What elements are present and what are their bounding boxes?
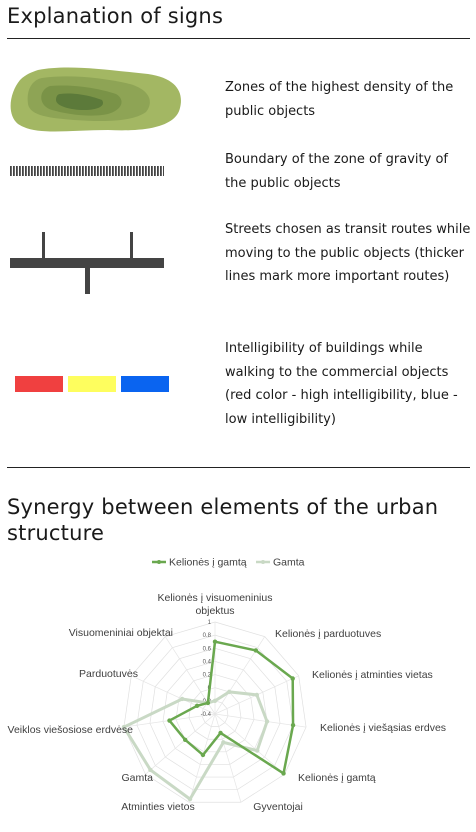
data-point bbox=[221, 740, 226, 745]
category-label: objektus bbox=[195, 605, 234, 617]
section-title-signs: Explanation of signs bbox=[7, 4, 224, 28]
section-title-synergy: Synergy between elements of the urban st… bbox=[7, 495, 439, 545]
series-line bbox=[168, 640, 295, 775]
title-underline bbox=[7, 38, 470, 39]
legend-text-boundary: Boundary of the zone of gravity of the p… bbox=[225, 152, 448, 191]
category-label: Kelionės į atminties vietas bbox=[312, 669, 433, 681]
data-point bbox=[212, 639, 218, 644]
legend-marker bbox=[157, 560, 161, 564]
tick-label: -0.4 bbox=[201, 712, 212, 718]
data-point bbox=[254, 692, 260, 698]
spoke bbox=[188, 713, 216, 803]
data-point bbox=[290, 723, 296, 728]
category-label: Visuomeniniai objektai bbox=[69, 627, 173, 639]
tick-label: 0.4 bbox=[203, 659, 212, 665]
category-label: Gamta bbox=[121, 772, 153, 784]
legend-label: Kelionės į gamtą bbox=[169, 557, 247, 569]
grid-ring bbox=[123, 621, 307, 803]
category-label: Kelionės į gamtą bbox=[298, 772, 376, 784]
data-point bbox=[281, 771, 286, 776]
density-zone-symbol bbox=[10, 67, 181, 132]
spoke bbox=[214, 713, 285, 775]
legend-text-density: Zones of the highest density of the publ… bbox=[225, 80, 454, 119]
data-point bbox=[187, 796, 193, 802]
data-point bbox=[148, 767, 153, 773]
category-label: Kelionės į viešąsias erdves bbox=[320, 722, 446, 734]
grid-ring bbox=[162, 661, 268, 765]
category-label: Atminties vietos bbox=[121, 801, 195, 813]
data-point bbox=[212, 698, 218, 704]
data-point bbox=[218, 730, 223, 736]
category-label: Kelionės į parduotuves bbox=[275, 628, 381, 640]
data-point bbox=[121, 724, 127, 730]
legend-label: Gamta bbox=[273, 557, 305, 569]
medium-intelligibility-swatch bbox=[68, 376, 116, 392]
spoke bbox=[214, 713, 242, 803]
category-label: Veiklos viešosiose erdvėse bbox=[8, 724, 134, 736]
radar-chart: Kelionės į gamtą Gamta10.80.60.40.20-0.2-… bbox=[8, 557, 447, 814]
boundary-symbol bbox=[10, 166, 164, 176]
data-point bbox=[227, 689, 232, 695]
high-intelligibility-swatch bbox=[15, 376, 63, 392]
tick-label: 0.6 bbox=[203, 646, 212, 652]
category-label: Kelionės į visuomeninius bbox=[158, 592, 273, 604]
spoke bbox=[145, 713, 216, 775]
data-point bbox=[255, 748, 260, 753]
data-point bbox=[194, 703, 200, 709]
tick-label: 0.2 bbox=[203, 673, 212, 679]
street-symbol bbox=[10, 232, 164, 294]
data-point bbox=[167, 718, 172, 723]
low-intelligibility-swatch bbox=[121, 376, 169, 392]
data-point bbox=[179, 696, 185, 702]
grid-ring bbox=[149, 647, 281, 778]
legend-marker bbox=[261, 560, 265, 564]
section-divider bbox=[7, 467, 470, 468]
tick-label: 0.8 bbox=[203, 633, 212, 639]
category-label: Gyventojai bbox=[253, 801, 303, 813]
category-label: Parduotuvės bbox=[79, 668, 138, 680]
data-point bbox=[200, 752, 206, 758]
grid-ring bbox=[201, 700, 229, 727]
series-line bbox=[122, 690, 269, 801]
data-point bbox=[253, 648, 259, 653]
data-point bbox=[205, 700, 211, 706]
data-point bbox=[290, 676, 295, 681]
tick-label: 1 bbox=[208, 620, 212, 626]
legend-text-intelligibility: Intelligibility of buildings while walki… bbox=[225, 341, 458, 427]
data-point bbox=[264, 719, 270, 724]
spoke bbox=[131, 675, 216, 715]
data-point bbox=[183, 737, 188, 743]
legend-text-streets: Streets chosen as transit routes while m… bbox=[225, 222, 471, 284]
grid-ring bbox=[136, 634, 294, 791]
